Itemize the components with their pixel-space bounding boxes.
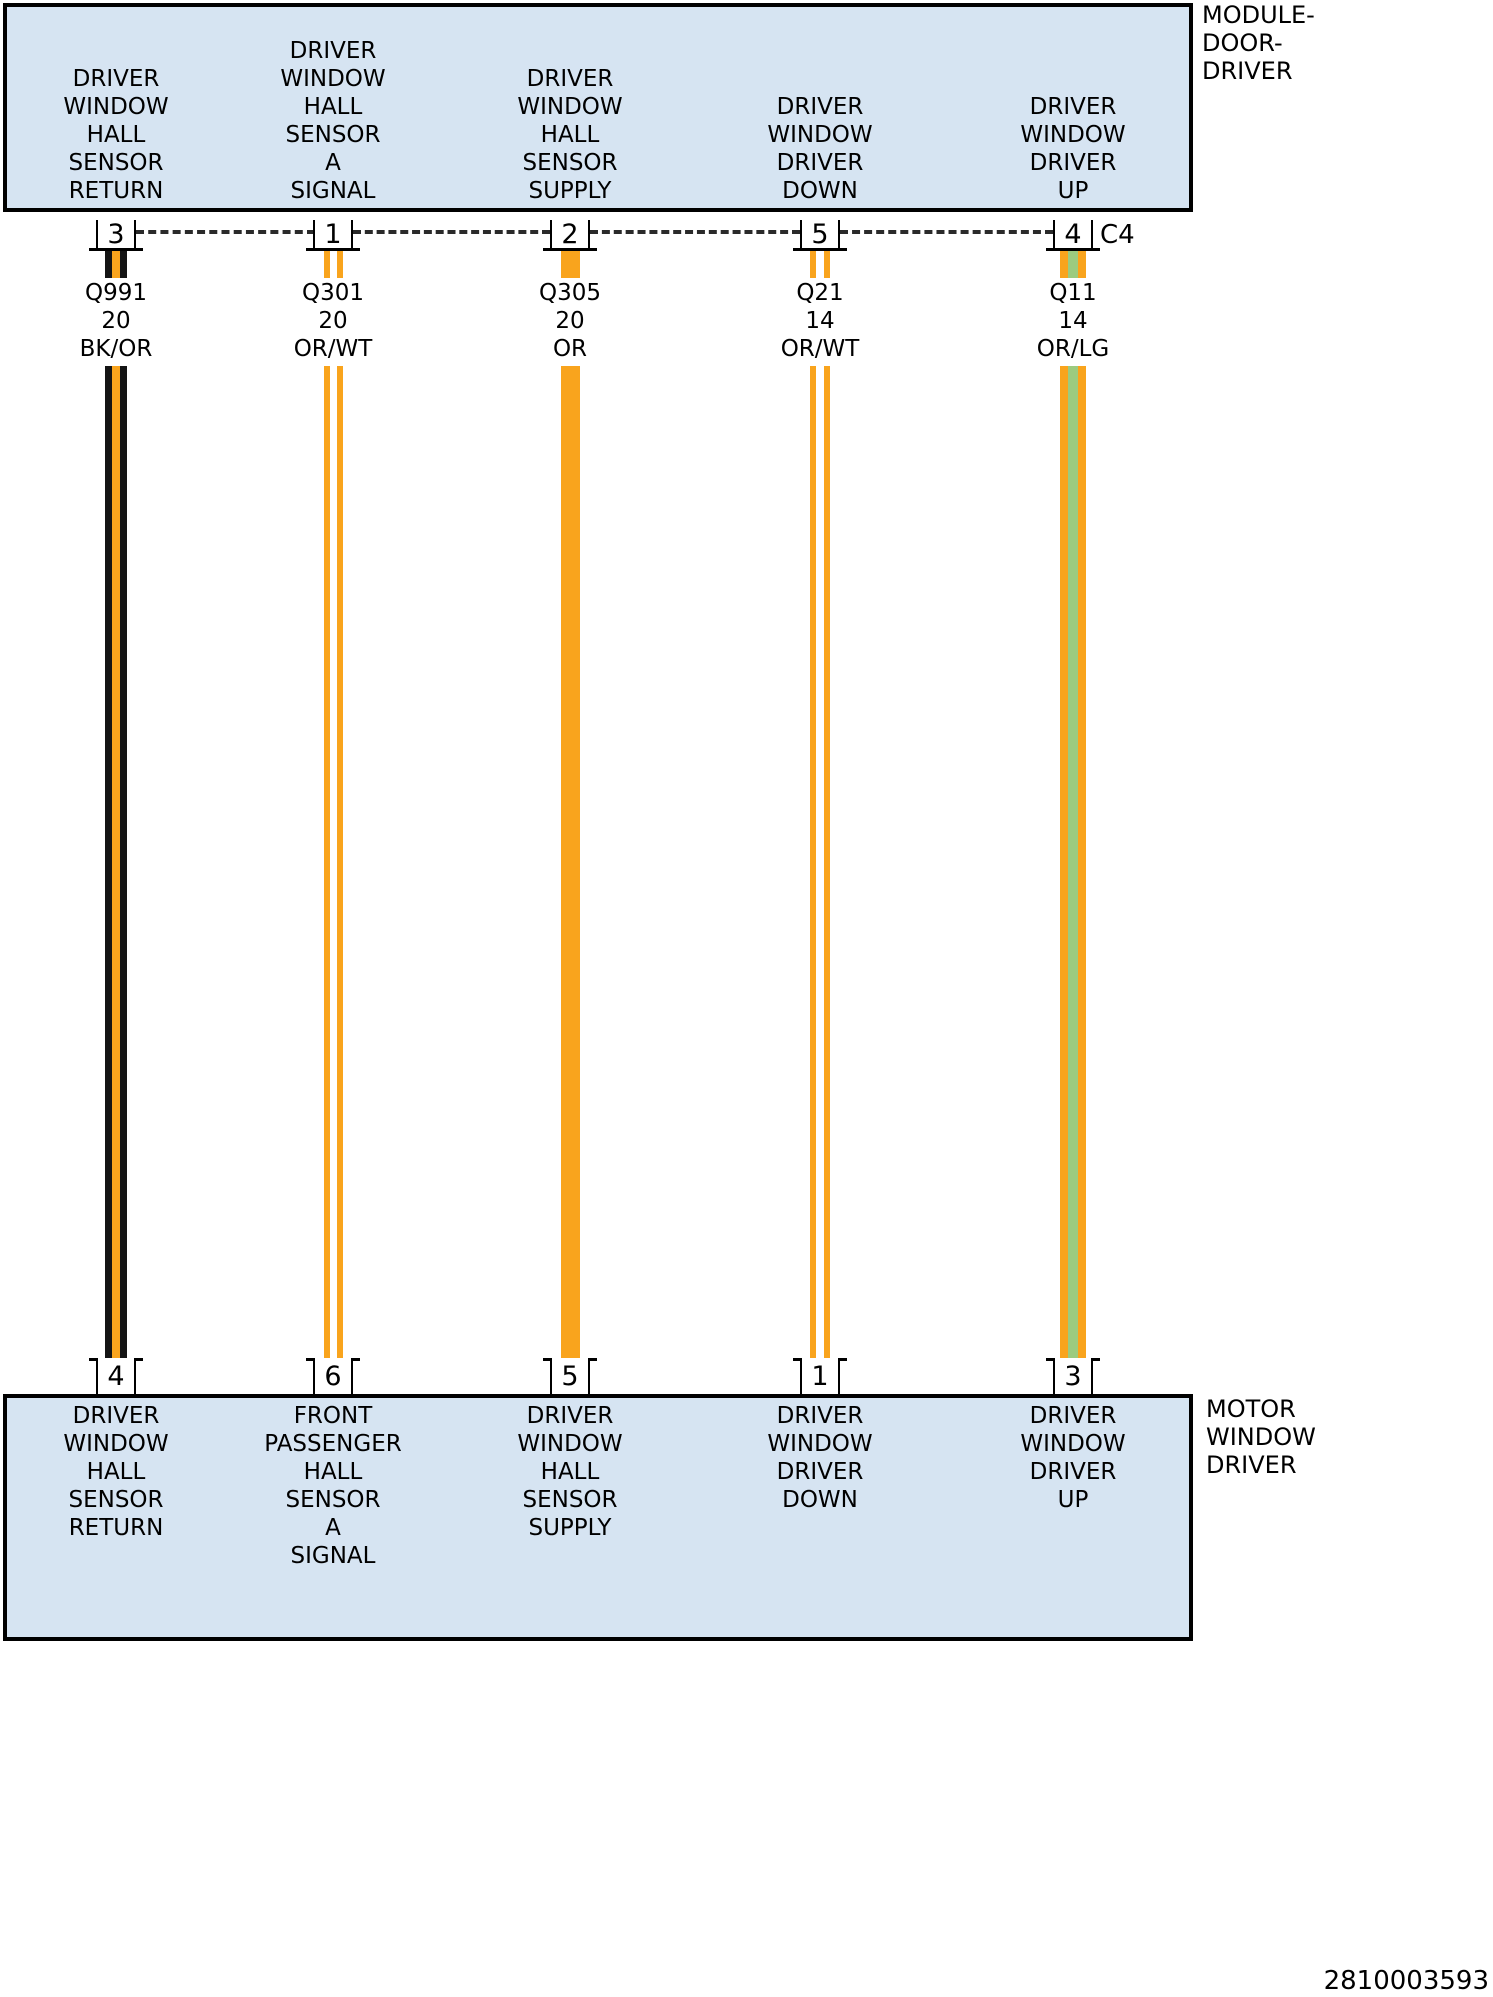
- wire-run: [1060, 366, 1086, 1361]
- wire-gauge: 20: [555, 308, 585, 334]
- circuit-number: Q991: [84, 280, 147, 306]
- wire-stub: [324, 251, 343, 278]
- bottom-function-label: DRIVER WINDOW DRIVER DOWN: [767, 1403, 873, 1513]
- wire-label: Q305 20 OR: [470, 279, 670, 363]
- motor-window-driver-name: MOTOR WINDOW DRIVER: [1206, 1395, 1316, 1479]
- motor-window-driver-box: [3, 1394, 1193, 1641]
- wire-run: [105, 366, 127, 1361]
- wire-run: [810, 366, 830, 1361]
- wire-color-code: BK/OR: [79, 336, 153, 362]
- wire-run: [561, 366, 580, 1361]
- wire-gauge: 20: [318, 308, 348, 334]
- circuit-number: Q21: [796, 280, 844, 306]
- wire-color-code: OR/LG: [1036, 336, 1110, 362]
- wire-gauge: 20: [101, 308, 131, 334]
- circuit-number: Q11: [1049, 280, 1097, 306]
- wire-run: [324, 366, 343, 1361]
- wire-stub: [105, 251, 127, 278]
- bottom-pin-cavity: 5: [550, 1358, 590, 1394]
- wire-label: Q21 14 OR/WT: [720, 279, 920, 363]
- top-pin-cavity: 1: [313, 220, 353, 250]
- bottom-pin-cavity: 6: [313, 1358, 353, 1394]
- wire-gauge: 14: [1058, 308, 1088, 334]
- top-pin-cavity: 3: [96, 220, 136, 250]
- top-pin-cavity: 4: [1053, 220, 1093, 250]
- wire-label: Q991 20 BK/OR: [16, 279, 216, 363]
- bottom-function-label: DRIVER WINDOW HALL SENSOR SUPPLY: [517, 1403, 623, 1541]
- connector-c4-label: C4: [1100, 220, 1135, 250]
- wire-stub: [810, 251, 830, 278]
- top-pin-cavity: 5: [800, 220, 840, 250]
- bottom-function-label: FRONT PASSENGER HALL SENSOR A SIGNAL: [264, 1403, 402, 1569]
- module-door-driver-name: MODULE- DOOR- DRIVER: [1202, 1, 1315, 85]
- connector-dashed-line: [353, 230, 550, 234]
- top-function-label: DRIVER WINDOW HALL SENSOR SUPPLY: [517, 66, 623, 204]
- connector-dashed-line: [136, 230, 315, 234]
- top-function-label: DRIVER WINDOW HALL SENSOR RETURN: [63, 66, 169, 204]
- bottom-pin-cavity: 1: [800, 1358, 840, 1394]
- bottom-pin-cavity: 3: [1053, 1358, 1093, 1394]
- module-door-driver-box: [3, 3, 1193, 212]
- circuit-number: Q301: [301, 280, 364, 306]
- wire-gauge: 14: [805, 308, 835, 334]
- connector-dashed-line: [840, 230, 1053, 234]
- top-function-label: DRIVER WINDOW DRIVER UP: [1020, 94, 1126, 204]
- top-pin-cavity-base: [1046, 248, 1100, 251]
- bottom-pin-cavity: 4: [96, 1358, 136, 1394]
- wire-label: Q301 20 OR/WT: [233, 279, 433, 363]
- wire-label: Q11 14 OR/LG: [973, 279, 1173, 363]
- top-pin-cavity-base: [306, 248, 360, 251]
- top-pin-cavity: 2: [550, 220, 590, 250]
- top-function-label: DRIVER WINDOW DRIVER DOWN: [767, 94, 873, 204]
- wire-stub: [1060, 251, 1086, 278]
- top-pin-cavity-base: [793, 248, 847, 251]
- wire-color-code: OR: [552, 336, 588, 362]
- bottom-function-label: DRIVER WINDOW DRIVER UP: [1020, 1403, 1126, 1513]
- bottom-function-label: DRIVER WINDOW HALL SENSOR RETURN: [63, 1403, 169, 1541]
- wire-color-code: OR/WT: [780, 336, 860, 362]
- diagram-number: 2810003593: [1323, 1966, 1489, 1996]
- wire-stub: [561, 251, 580, 278]
- connector-dashed-line: [590, 230, 800, 234]
- top-function-label: DRIVER WINDOW HALL SENSOR A SIGNAL: [280, 38, 386, 204]
- wire-color-code: OR/WT: [293, 336, 373, 362]
- circuit-number: Q305: [538, 280, 601, 306]
- top-pin-cavity-base: [89, 248, 143, 251]
- top-pin-cavity-base: [543, 248, 597, 251]
